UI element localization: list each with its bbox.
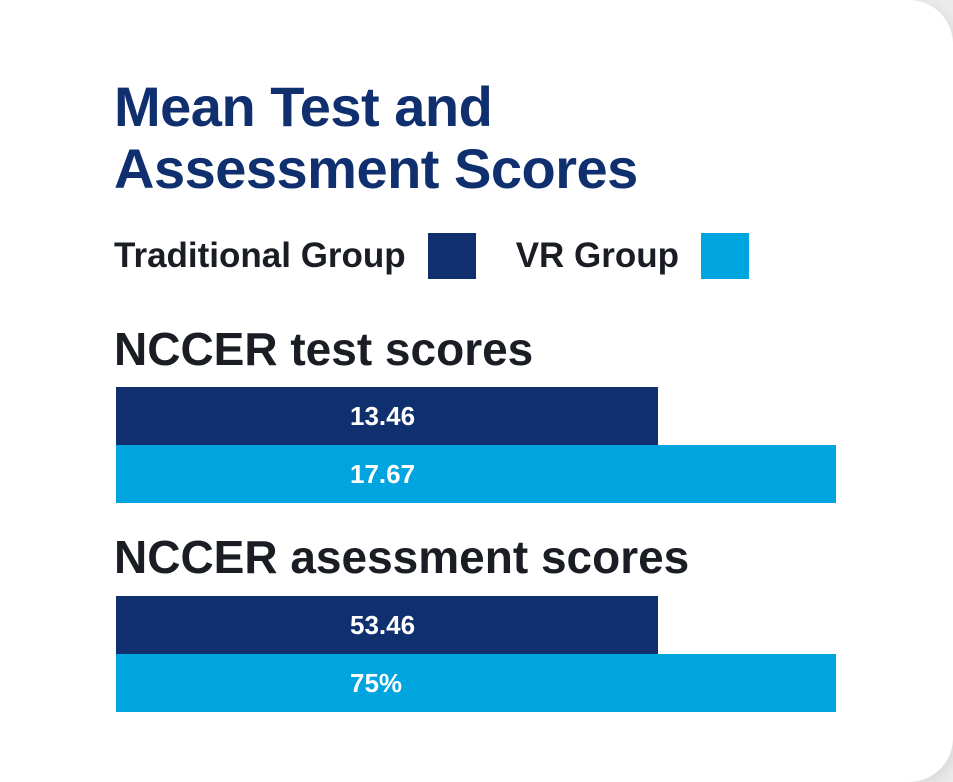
group-title-test-scores: NCCER test scores	[114, 323, 534, 375]
bar-label-test-traditional: 13.46	[350, 400, 416, 431]
bar-label-assessment-vr: 75%	[350, 667, 403, 698]
legend-item-traditional: Traditional Group	[114, 233, 476, 279]
legend-label-traditional: Traditional Group	[114, 236, 406, 275]
legend-item-vr: VR Group	[515, 233, 750, 279]
group-title-assessment-scores: NCCER asessment scores	[114, 531, 690, 583]
chart-title-line-2: Assessment Scores	[114, 137, 638, 200]
legend: Traditional Group VR Group	[114, 232, 789, 280]
bar-group-test-scores: 13.46 17.67	[116, 387, 836, 503]
chart-title: Mean Test and Assessment Scores	[114, 76, 874, 200]
bar-assessment-vr: 75%	[116, 654, 836, 712]
chart-title-line-1: Mean Test and	[114, 75, 493, 138]
bar-group-assessment-scores: 53.46 75%	[116, 596, 836, 712]
bar-label-test-vr: 17.67	[350, 458, 416, 489]
bar-test-traditional: 13.46	[116, 387, 658, 445]
legend-swatch-traditional	[427, 233, 476, 279]
bar-assessment-traditional: 53.46	[116, 596, 658, 654]
legend-swatch-vr	[701, 233, 750, 279]
legend-label-vr: VR Group	[515, 236, 680, 275]
bar-label-assessment-traditional: 53.46	[350, 609, 416, 640]
bar-test-vr: 17.67	[116, 445, 836, 503]
